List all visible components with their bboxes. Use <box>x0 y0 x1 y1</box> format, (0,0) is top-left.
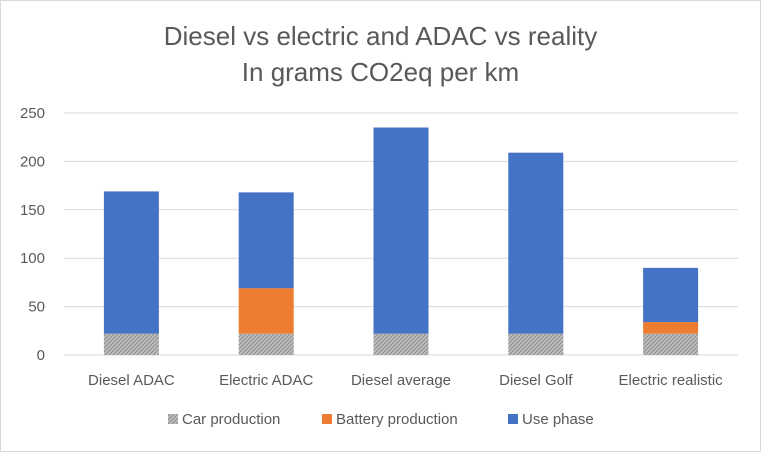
bar-segment-0-0 <box>103 333 159 355</box>
bar-segment-0-2 <box>373 333 429 355</box>
legend-swatch-1 <box>322 414 332 424</box>
bar-segment-1-4 <box>643 322 699 334</box>
y-tick-label: 150 <box>20 202 45 219</box>
legend-label: Car production <box>182 411 280 428</box>
bar-segment-2-0 <box>103 191 159 334</box>
x-category-label: Diesel ADAC <box>88 372 175 389</box>
y-tick-label: 250 <box>20 105 45 122</box>
y-tick-label: 0 <box>37 347 45 364</box>
bar-segment-0-1 <box>238 333 294 355</box>
y-tick-label: 100 <box>20 250 45 267</box>
legend-label: Use phase <box>522 411 594 428</box>
bar-segment-2-2 <box>373 127 429 334</box>
bar-segment-0-4 <box>643 333 699 355</box>
x-category-label: Diesel average <box>351 372 451 389</box>
x-category-label: Electric ADAC <box>219 372 313 389</box>
x-category-label: Diesel Golf <box>499 372 573 389</box>
x-category-label: Electric realistic <box>619 372 724 389</box>
bar-segment-2-4 <box>643 267 699 323</box>
y-tick-label: 50 <box>28 299 45 316</box>
chart-title: Diesel vs electric and ADAC vs reality <box>163 21 598 51</box>
bar-segment-0-3 <box>508 333 564 355</box>
bar-segment-1-1 <box>238 288 294 334</box>
chart-subtitle: In grams CO2eq per km <box>241 57 520 87</box>
legend-swatch-2 <box>508 414 518 424</box>
bar-segment-2-3 <box>508 152 564 334</box>
legend-label: Battery production <box>336 411 458 428</box>
legend-swatch-0 <box>168 414 178 424</box>
bar-segment-2-1 <box>238 192 294 289</box>
y-tick-label: 200 <box>20 153 45 170</box>
